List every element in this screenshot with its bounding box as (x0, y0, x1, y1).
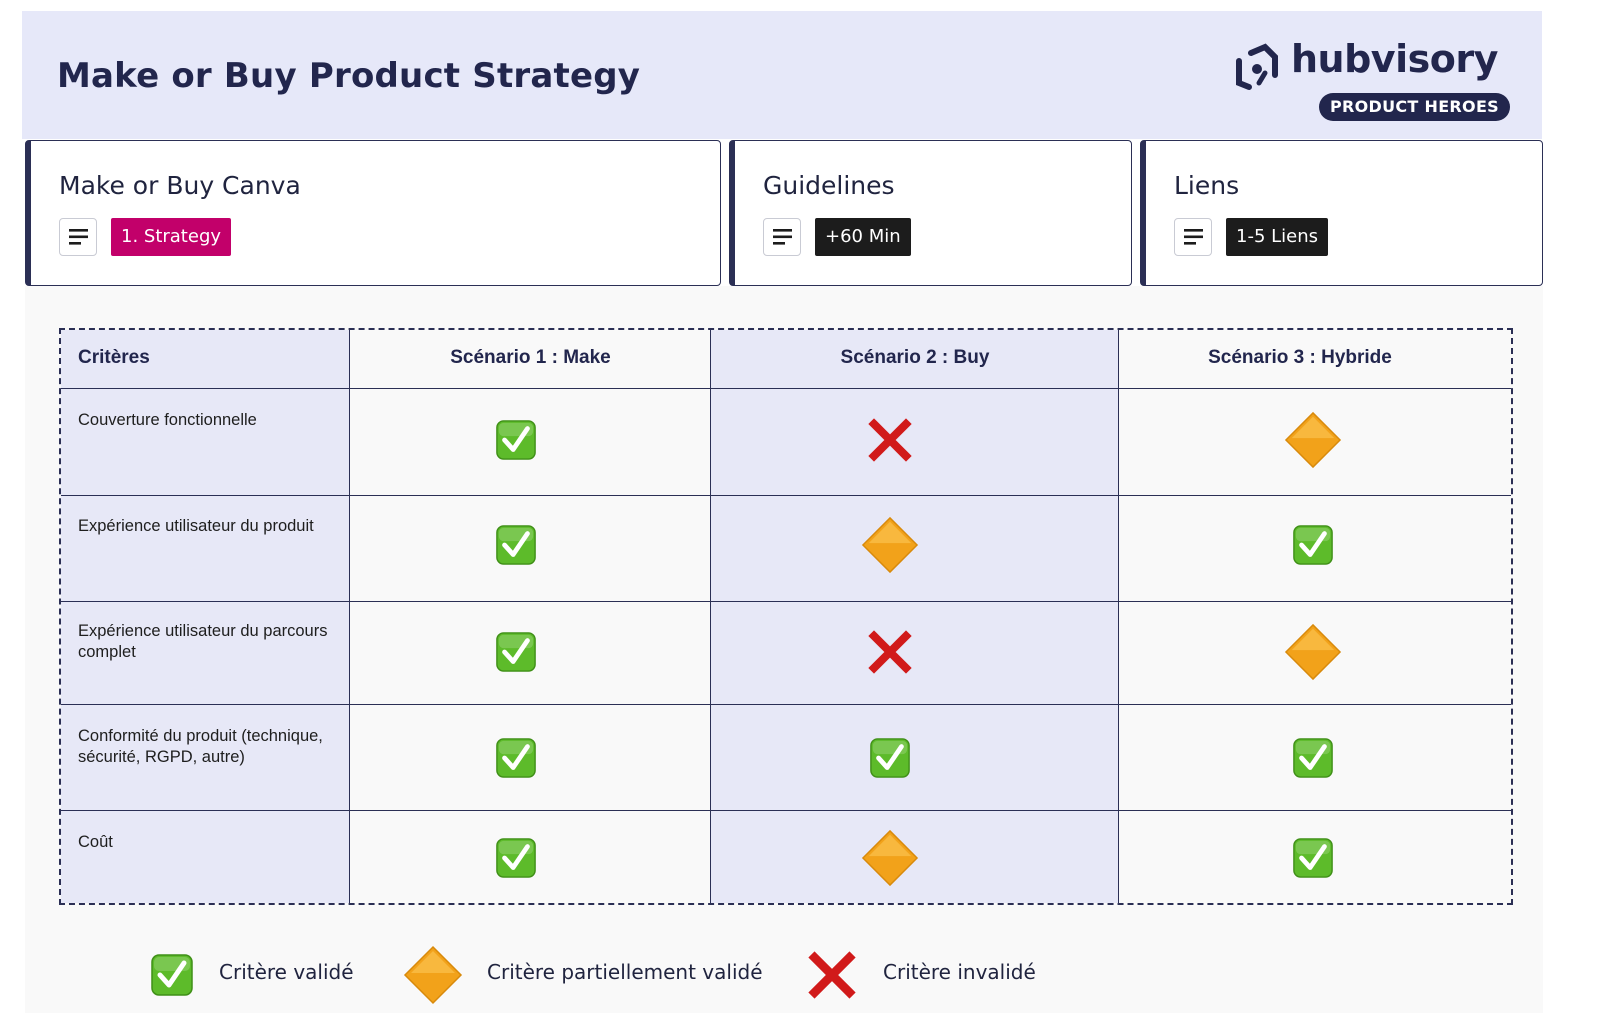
header-scenario-buy: Scénario 2 : Buy (840, 347, 990, 368)
criterion-label: Conformité du produit (technique, sécuri… (78, 727, 323, 766)
menu-button[interactable] (763, 218, 801, 256)
header-scenario-hybrid: Scénario 3 : Hybride (1208, 347, 1392, 368)
card-title: Make or Buy Canva (59, 171, 301, 200)
header-band: Make or Buy Product Strategy hubvisory P… (22, 11, 1542, 139)
row-divider (61, 495, 1511, 496)
page-title: Make or Buy Product Strategy (57, 56, 641, 96)
cross-mark-icon (868, 630, 912, 679)
check-mark-button-icon (495, 631, 537, 678)
orange-diamond-icon (1284, 411, 1342, 474)
criterion-label: Coût (78, 833, 113, 851)
check-mark-button-icon (495, 524, 537, 571)
criteria-column-bg (61, 330, 350, 903)
comparison-table: Critères Scénario 1 : Make Scénario 2 : … (59, 328, 1513, 905)
criterion-label: Couverture fonctionnelle (78, 411, 257, 429)
column-divider (710, 330, 711, 903)
legend-partial-label: Critère partiellement validé (487, 960, 763, 984)
card-title: Guidelines (763, 171, 895, 200)
legend-invalid-label: Critère invalidé (883, 960, 1036, 984)
card-guidelines[interactable]: Guidelines +60 Min (729, 140, 1132, 286)
check-mark-button-icon (1292, 837, 1334, 884)
criterion-label: Expérience utilisateur du produit (78, 517, 314, 535)
menu-button[interactable] (1174, 218, 1212, 256)
column-divider (349, 330, 350, 903)
legend-valid-label: Critère validé (219, 960, 354, 984)
criterion-label: Expérience utilisateur du parcours compl… (78, 622, 328, 661)
cross-mark-icon (868, 418, 912, 467)
tag-duration[interactable]: +60 Min (815, 218, 911, 256)
menu-button[interactable] (59, 218, 97, 256)
buy-column-bg (711, 330, 1119, 903)
card-liens[interactable]: Liens 1-5 Liens (1140, 140, 1543, 286)
logo-badge: PRODUCT HEROES (1318, 93, 1510, 121)
header-criteria: Critères (78, 347, 150, 368)
row-divider (61, 388, 1511, 389)
check-mark-button-icon (495, 419, 537, 466)
make-column-bg (350, 330, 711, 903)
orange-diamond-icon (861, 516, 919, 579)
menu-lines-icon (1184, 229, 1203, 245)
row-divider (61, 601, 1511, 602)
check-mark-button-icon (1292, 737, 1334, 784)
legend-cross-icon (808, 951, 856, 999)
legend-check-icon (150, 953, 194, 997)
logo-wordmark: hubvisory (1291, 37, 1498, 81)
tag-links-count[interactable]: 1-5 Liens (1226, 218, 1329, 256)
card-title: Liens (1174, 171, 1240, 200)
hubvisory-logo: hubvisory PRODUCT HEROES (1235, 37, 1510, 121)
row-divider (61, 810, 1511, 811)
card-make-or-buy-canva[interactable]: Make or Buy Canva 1. Strategy (25, 140, 721, 286)
menu-lines-icon (69, 229, 88, 245)
check-mark-button-icon (1292, 524, 1334, 571)
check-mark-button-icon (495, 837, 537, 884)
check-mark-button-icon (869, 737, 911, 784)
row-divider (61, 704, 1511, 705)
orange-diamond-icon (1284, 623, 1342, 686)
column-divider (1118, 330, 1119, 903)
check-mark-button-icon (495, 737, 537, 784)
orange-diamond-icon (861, 829, 919, 892)
logo-mark-icon (1236, 43, 1278, 90)
tag-strategy[interactable]: 1. Strategy (111, 218, 232, 256)
menu-lines-icon (773, 229, 792, 245)
legend-diamond-icon (403, 945, 463, 1005)
header-scenario-make: Scénario 1 : Make (450, 347, 611, 368)
